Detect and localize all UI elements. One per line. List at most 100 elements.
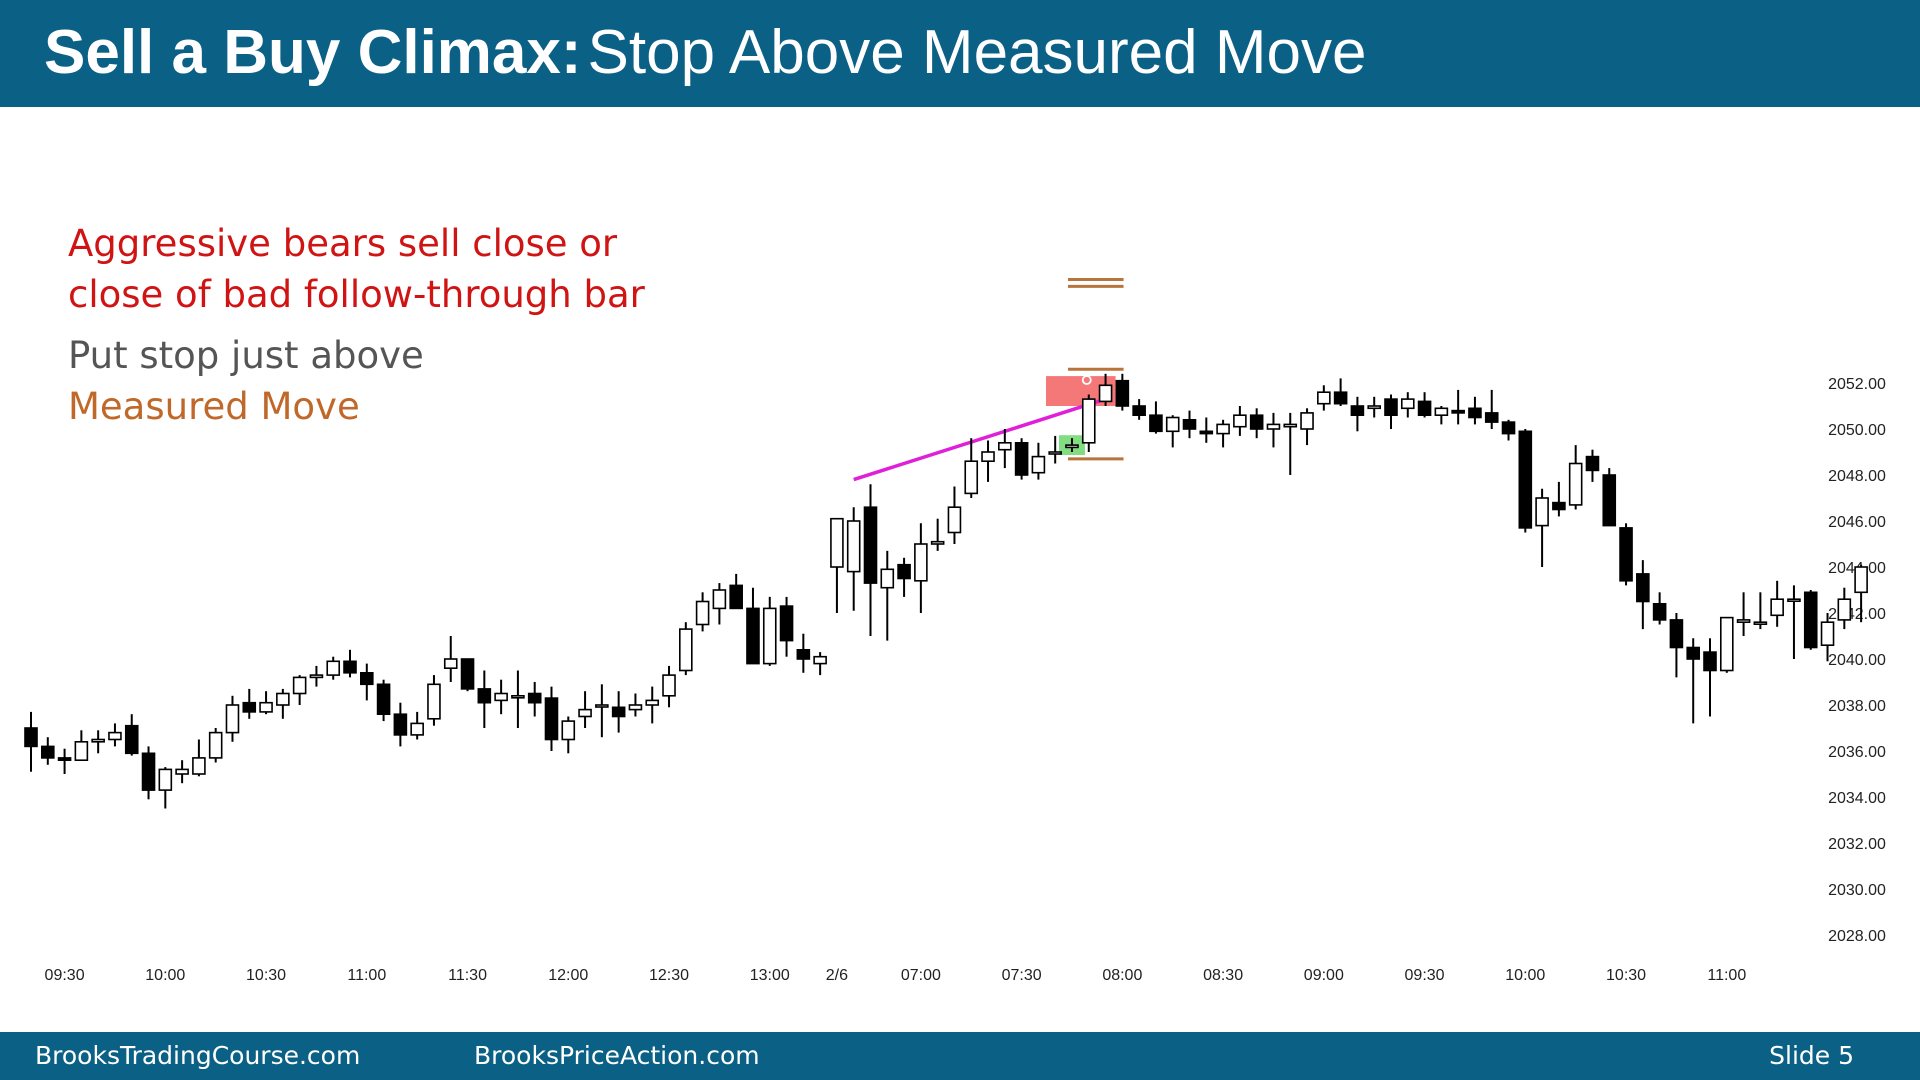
- bear-candle: [1669, 619, 1684, 649]
- bear-candle: [1636, 573, 1650, 603]
- bear-candle: [1451, 409, 1465, 414]
- note-stop-above: Put stop just above: [68, 334, 424, 377]
- x-tick-label: 10:30: [246, 967, 286, 984]
- bull-candle: [964, 460, 979, 495]
- bear-candle: [24, 727, 38, 748]
- x-tick-label: 07:00: [901, 967, 941, 984]
- bull-candle: [813, 655, 827, 665]
- bull-candle: [427, 683, 441, 720]
- bull-candle: [1266, 423, 1281, 430]
- slide-title-rest: Stop Above Measured Move: [587, 18, 1367, 87]
- y-tick-label: 2042.00: [1828, 606, 1886, 623]
- bear-candle: [1249, 414, 1264, 430]
- bear-candle: [527, 692, 542, 704]
- bear-candle: [242, 701, 257, 713]
- y-tick-label: 2028.00: [1828, 928, 1886, 945]
- slide-title: Sell a Buy Climax:Stop Above Measured Mo…: [44, 16, 1366, 90]
- bear-candle: [1384, 398, 1398, 417]
- x-tick-label: 07:30: [1002, 967, 1042, 984]
- bear-candle: [897, 563, 911, 580]
- bull-candle: [1233, 414, 1247, 428]
- bull-candle: [880, 568, 895, 589]
- bear-candle: [1518, 430, 1533, 529]
- bull-candle: [561, 720, 576, 741]
- bull-candle: [1753, 621, 1768, 626]
- bear-candle: [1602, 474, 1617, 527]
- bull-candle: [1787, 598, 1801, 603]
- bull-candle: [1736, 619, 1751, 623]
- x-tick-label: 11:00: [1707, 967, 1746, 984]
- bear-candle: [1132, 405, 1146, 416]
- note-bad-follow-through: close of bad follow-through bar: [68, 273, 645, 316]
- bear-candle: [1703, 651, 1717, 672]
- bear-candle: [1803, 591, 1818, 649]
- bear-candle: [1585, 455, 1600, 472]
- bull-candle: [645, 699, 660, 706]
- bull-candle: [1434, 407, 1449, 416]
- bull-candle: [1854, 566, 1868, 594]
- y-tick-label: 2032.00: [1828, 836, 1886, 853]
- bull-candle: [326, 660, 341, 676]
- y-tick-label: 2050.00: [1828, 422, 1886, 439]
- bull-candle: [1098, 384, 1113, 403]
- bull-candle: [914, 543, 928, 582]
- bull-candle: [1216, 423, 1230, 435]
- bull-candle: [1837, 598, 1852, 621]
- y-tick-label: 2040.00: [1828, 652, 1886, 669]
- bear-candle: [376, 683, 391, 715]
- slide-title-bold: Sell a Buy Climax:: [44, 18, 582, 87]
- trend-line: [853, 397, 1107, 482]
- bull-candle: [930, 540, 945, 545]
- annotation-notes: Aggressive bears sell close or close of …: [68, 218, 645, 432]
- y-tick-label: 2046.00: [1828, 514, 1886, 531]
- x-tick-label: 2/6: [826, 967, 848, 984]
- bear-candle: [1686, 646, 1701, 660]
- bull-candle: [1048, 451, 1062, 455]
- bear-candle: [544, 697, 559, 741]
- x-tick-label: 13:00: [750, 967, 790, 984]
- bull-candle: [1317, 391, 1331, 405]
- bull-candle: [511, 694, 525, 699]
- bear-candle: [460, 658, 475, 690]
- bull-candle: [662, 674, 676, 697]
- bear-candle: [1014, 441, 1029, 476]
- bull-candle: [1770, 598, 1784, 617]
- bull-candle: [595, 704, 609, 708]
- bull-candle: [1065, 444, 1079, 449]
- bull-candle: [1031, 455, 1046, 474]
- bear-candle: [57, 757, 72, 762]
- x-tick-label: 08:30: [1203, 967, 1243, 984]
- bear-candle: [611, 706, 626, 718]
- y-tick-label: 2038.00: [1828, 698, 1886, 715]
- bull-candle: [712, 589, 727, 610]
- bull-candle: [158, 768, 173, 791]
- bear-candle: [124, 724, 139, 755]
- bear-candle: [343, 660, 357, 674]
- bull-candle: [175, 768, 189, 775]
- y-tick-label: 2036.00: [1828, 744, 1886, 761]
- x-tick-label: 11:00: [347, 967, 386, 984]
- bear-candle: [1484, 412, 1499, 423]
- bull-candle: [309, 674, 324, 679]
- bull-candle: [1719, 616, 1734, 672]
- bear-candle: [477, 688, 492, 704]
- x-tick-label: 11:30: [448, 967, 487, 984]
- y-tick-label: 2048.00: [1828, 468, 1886, 485]
- price-chart: 2052.002050.002048.002046.002044.002042.…: [24, 278, 1886, 984]
- bull-candle: [410, 722, 424, 736]
- y-tick-label: 2052.00: [1828, 376, 1886, 393]
- bull-candle: [578, 708, 592, 718]
- x-tick-label: 12:00: [548, 967, 588, 984]
- bear-candle: [1468, 407, 1482, 419]
- footer-brooks-trading-course: BrooksTradingCourse.com: [35, 1041, 361, 1070]
- bull-candle: [494, 692, 508, 702]
- bear-candle: [1149, 414, 1163, 433]
- note-aggressive-bears: Aggressive bears sell close or: [68, 222, 618, 265]
- bear-candle: [1182, 418, 1197, 430]
- bear-candle: [796, 648, 811, 660]
- bull-candle: [225, 704, 240, 734]
- bear-candle: [1652, 602, 1667, 621]
- bull-candle: [292, 676, 307, 695]
- bear-candle: [1350, 405, 1365, 416]
- bull-candle: [628, 704, 643, 711]
